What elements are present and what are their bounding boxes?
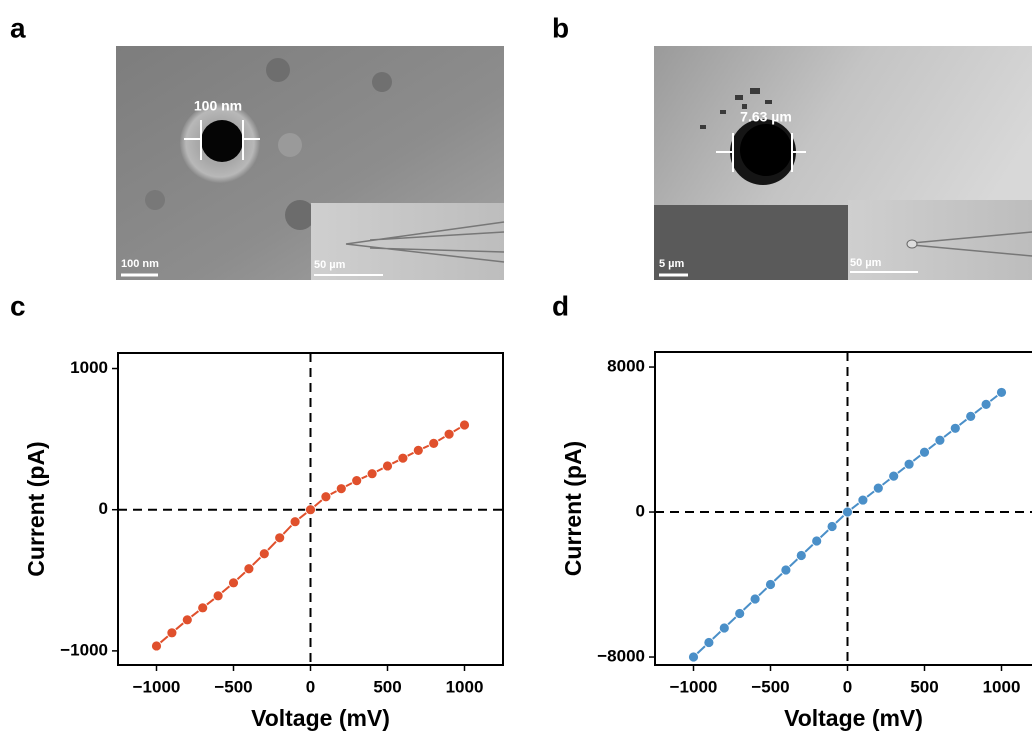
y-tick-label: −8000 xyxy=(597,647,645,666)
data-point xyxy=(443,428,455,440)
x-tick-label: 0 xyxy=(306,677,315,696)
data-point xyxy=(243,563,255,575)
data-point xyxy=(351,475,363,487)
data-point xyxy=(857,494,869,506)
data-point xyxy=(934,434,946,446)
data-point xyxy=(412,445,424,456)
data-point xyxy=(903,458,915,470)
inset-scale-bar-label: 50 µm xyxy=(314,259,346,271)
data-point xyxy=(826,521,838,532)
data-point xyxy=(749,593,761,605)
data-point xyxy=(397,452,409,464)
x-tick-label: 1000 xyxy=(983,677,1021,696)
measurement-label: 100 nm xyxy=(194,98,242,114)
x-tick-label: −1000 xyxy=(670,677,718,696)
data-point xyxy=(718,622,730,634)
data-point xyxy=(228,577,239,589)
y-axis-label: Current (pA) xyxy=(23,441,49,576)
x-tick-label: 500 xyxy=(373,677,401,696)
data-point xyxy=(888,470,900,482)
data-point xyxy=(980,398,992,410)
data-point xyxy=(919,446,930,458)
data-point xyxy=(949,422,961,434)
data-point xyxy=(274,532,286,544)
data-point xyxy=(703,637,715,648)
y-tick-label: 0 xyxy=(636,502,645,521)
data-point xyxy=(166,627,178,639)
y-tick-label: 1000 xyxy=(70,358,108,377)
y-axis-label: Current (pA) xyxy=(560,441,586,576)
x-tick-label: −1000 xyxy=(133,677,181,696)
data-point xyxy=(289,516,301,528)
data-point xyxy=(811,535,823,547)
data-point xyxy=(382,460,393,472)
panel-label: c xyxy=(10,290,26,321)
data-point xyxy=(197,602,209,614)
x-tick-label: 500 xyxy=(910,677,938,696)
data-point xyxy=(842,506,853,518)
data-point xyxy=(428,437,440,449)
data-point xyxy=(688,651,699,663)
x-tick-label: −500 xyxy=(214,677,252,696)
x-axis-label: Voltage (mV) xyxy=(251,705,390,731)
data-point xyxy=(872,482,884,494)
scale-bar-label: 100 nm xyxy=(121,258,159,270)
data-point xyxy=(765,579,776,590)
data-point xyxy=(320,491,332,503)
data-point xyxy=(305,504,316,516)
data-point xyxy=(795,550,807,561)
data-point xyxy=(734,608,746,619)
data-point xyxy=(212,590,224,602)
sem-image-b: 7.63 µm 5 µm 50 µm xyxy=(654,46,1032,280)
panel-label: b xyxy=(552,12,569,43)
panel-label: d xyxy=(552,290,569,321)
inset-scale-bar-label: 50 µm xyxy=(850,257,882,269)
data-point xyxy=(996,387,1007,398)
y-tick-label: 0 xyxy=(99,499,108,518)
y-tick-label: −1000 xyxy=(60,640,108,659)
x-tick-label: 1000 xyxy=(446,677,484,696)
scale-bar-label: 5 µm xyxy=(659,258,685,270)
sem-image-a: 100 nm 100 nm 50 µm xyxy=(116,46,505,280)
panel-label: a xyxy=(10,12,26,43)
data-point xyxy=(181,614,193,626)
data-point xyxy=(459,419,470,431)
plot-frame xyxy=(117,352,504,666)
plot-frame xyxy=(654,351,1032,666)
data-point xyxy=(151,640,162,652)
y-tick-label: 8000 xyxy=(607,357,645,376)
data-point xyxy=(366,468,378,480)
x-tick-label: −500 xyxy=(751,677,789,696)
x-tick-label: 0 xyxy=(843,677,852,696)
data-point xyxy=(780,564,792,576)
data-point xyxy=(965,410,977,422)
x-axis-label: Voltage (mV) xyxy=(784,705,923,731)
data-point xyxy=(258,548,270,560)
data-point xyxy=(335,483,347,495)
measurement-label: 7.63 µm xyxy=(740,109,792,125)
